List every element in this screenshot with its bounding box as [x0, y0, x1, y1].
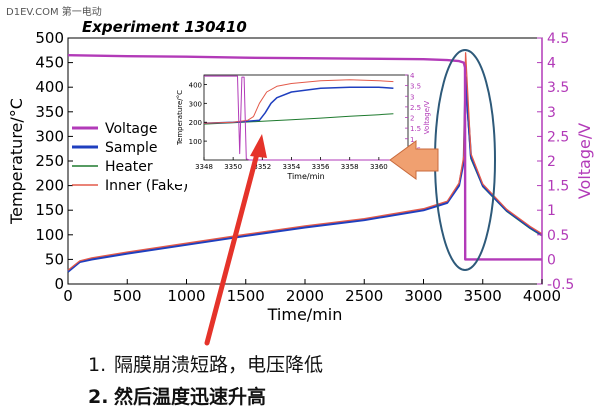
y-right-tick-label: 0.5 — [547, 228, 569, 244]
inset-x-axis-label: Time/min — [286, 172, 324, 181]
note-2-number: 2. — [88, 386, 109, 408]
y-right-tick-label: 2.5 — [547, 129, 569, 145]
y-left-tick-label: 50 — [45, 250, 64, 268]
inset-y-right-axis-label: Voltage/V — [423, 101, 431, 135]
callout-arrow-orange — [389, 140, 439, 180]
note-2-text: 然后温度迅速升高 — [114, 386, 267, 408]
y-left-tick-label: 200 — [35, 177, 64, 195]
y-right-tick-label: 1 — [547, 203, 556, 219]
inset-y-right-tick-label: 3.5 — [410, 83, 421, 91]
y-left-tick-label: 500 — [35, 29, 64, 47]
legend-label-voltage: Voltage — [105, 121, 158, 137]
inset-y-right-tick-label: 1.5 — [410, 125, 421, 133]
y-right-tick-label: -0.5 — [547, 277, 574, 293]
watermark: D1EV.COM 第一电动 — [6, 7, 102, 18]
y-right-tick-label: 3.5 — [547, 80, 569, 96]
callout-arrow-red-shaft — [204, 147, 261, 346]
x-tick-label: 500 — [113, 287, 142, 305]
inset-y-left-tick-label: 200 — [189, 119, 202, 127]
inset-x-tick-label: 3348 — [195, 163, 213, 171]
chart-title: Experiment 130410 — [82, 18, 247, 36]
inset-x-tick-label: 3356 — [312, 163, 330, 171]
inset-y-right-tick-label: 1 — [410, 136, 414, 144]
callout-arrow-red-head — [250, 134, 267, 158]
x-tick-label: 1500 — [227, 287, 265, 305]
x-tick-label: 0 — [63, 287, 73, 305]
y-right-tick-label: 4 — [547, 56, 556, 72]
x-tick-label: 1000 — [167, 287, 205, 305]
inset-x-tick-label: 3354 — [283, 163, 301, 171]
inset-y-left-tick-label: 100 — [189, 138, 202, 146]
x-axis-label: Time/min — [267, 305, 343, 324]
y-right-tick-label: 1.5 — [547, 179, 569, 195]
y-left-tick-label: 300 — [35, 127, 64, 145]
inset-y-right-tick-label: 3 — [410, 93, 414, 101]
series-line-inner-fake — [67, 52, 543, 271]
x-tick-label: 2500 — [345, 287, 383, 305]
y-right-tick-label: 3 — [547, 105, 556, 121]
inset-x-tick-label: 3358 — [341, 163, 359, 171]
inset-y-right-tick-label: 2 — [410, 115, 414, 123]
inset-y-right-tick-label: 4 — [410, 72, 415, 80]
y-right-tick-label: 4.5 — [547, 31, 569, 47]
y-left-tick-label: 100 — [35, 226, 64, 244]
inset-series-line-voltage — [204, 75, 408, 161]
y-right-tick-label: 2 — [547, 154, 556, 170]
legend-label-inner-fake: Inner (Fake) — [105, 178, 188, 194]
inset-y-left-axis-label: Temperature/°C — [176, 90, 184, 146]
inset-x-tick-label: 3360 — [370, 163, 388, 171]
series-line-sample — [67, 76, 543, 273]
x-tick-label: 4000 — [523, 287, 561, 305]
x-tick-label: 2000 — [286, 287, 324, 305]
note-1: 1. 隔膜崩溃短路，电压降低 — [88, 350, 323, 377]
y-left-tick-label: 150 — [35, 201, 64, 219]
inset-y-left-tick-label: 300 — [189, 100, 202, 108]
inset-y-left-tick-label: 400 — [189, 81, 202, 89]
note-2: 2. 然后温度迅速升高 — [88, 382, 266, 409]
y-left-tick-label: 450 — [35, 54, 64, 72]
y-left-tick-label: 0 — [54, 275, 64, 293]
y-left-axis-label: Temperature/°C — [7, 98, 26, 225]
series-line-voltage — [67, 54, 542, 261]
legend-label-heater: Heater — [105, 159, 153, 175]
y-right-tick-label: 0 — [547, 252, 556, 268]
x-tick-label: 3500 — [464, 287, 502, 305]
inset-y-right-tick-label: 2.5 — [410, 104, 421, 112]
y-left-tick-label: 400 — [35, 78, 64, 96]
y-right-axis-label: Voltage/V — [575, 123, 594, 199]
x-tick-label: 3000 — [404, 287, 442, 305]
inset-x-tick-label: 3352 — [253, 163, 271, 171]
y-left-tick-label: 250 — [35, 152, 64, 170]
note-1-number: 1. — [88, 354, 107, 376]
y-left-tick-label: 350 — [35, 103, 64, 121]
inset-x-tick-label: 3350 — [224, 163, 242, 171]
legend-label-sample: Sample — [105, 140, 158, 156]
note-1-text: 隔膜崩溃短路，电压降低 — [114, 354, 324, 376]
